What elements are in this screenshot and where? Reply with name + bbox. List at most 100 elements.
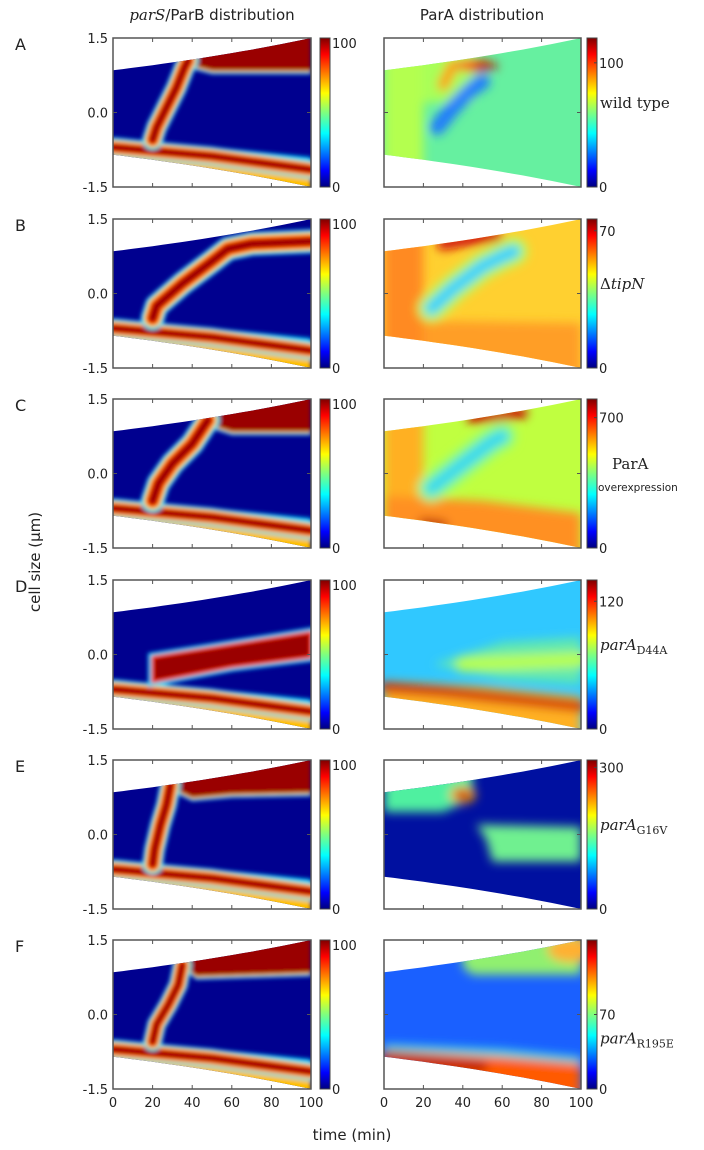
- colorbar-tick-label: 0: [599, 181, 607, 196]
- genotype-text: Δ: [600, 275, 611, 293]
- genotype-label: parAG16V: [600, 816, 668, 837]
- para-colorbar-B: 0 70: [586, 218, 616, 377]
- y-tick-label: -1.5: [83, 542, 108, 557]
- para-colorbar-E: 0 300: [586, 759, 624, 918]
- parb-heatmap-D: 1.5 0.0 -1.5: [83, 574, 312, 738]
- para-band: [455, 652, 581, 672]
- colorbar-gradient: [319, 218, 331, 369]
- panel-letter: B: [15, 216, 26, 235]
- para-band: [436, 228, 503, 251]
- panel-letter: F: [15, 937, 24, 956]
- para-band: [437, 59, 459, 91]
- x-tick-label: 60: [224, 1096, 241, 1111]
- para-region: [476, 824, 581, 862]
- genotype-subscript: D44A: [637, 644, 669, 657]
- para-colorbar-F: 0 70: [586, 939, 616, 1098]
- para-heatmap-D: [383, 579, 582, 730]
- para-region: [384, 399, 424, 548]
- segregating-band: [149, 781, 174, 868]
- colorbar-gradient: [586, 218, 598, 369]
- colorbar-tick-label: 100: [332, 398, 357, 413]
- panel-letter: A: [15, 35, 26, 54]
- panel-letter: D: [15, 577, 27, 596]
- segregating-band: [149, 57, 192, 144]
- para-band: [384, 1051, 488, 1072]
- x-tick-label: 20: [144, 1096, 161, 1111]
- genotype-label: ΔtipN: [600, 275, 645, 293]
- pole-band: [113, 505, 311, 534]
- para-colorbar-A: 0 100: [586, 37, 624, 196]
- parb-colorbar-F: 0 100: [319, 939, 357, 1098]
- pole-band: [113, 144, 311, 173]
- colorbar-gradient: [586, 579, 598, 730]
- colorbar-tick-label: 0: [332, 181, 340, 196]
- x-tick-label: 20: [415, 1096, 432, 1111]
- para-heatmap-A: [383, 37, 582, 188]
- para-band: [429, 74, 490, 135]
- y-tick-label: 0.0: [87, 1009, 108, 1024]
- colorbar-tick-label: 0: [599, 903, 607, 918]
- colorbar-gradient: [586, 398, 598, 549]
- y-tick-label: 0.0: [87, 649, 108, 664]
- colorbar-tick-label: 0: [332, 903, 340, 918]
- para-band: [418, 518, 448, 531]
- colorbar-tick-label: 100: [332, 579, 357, 594]
- genotype-label-line2: overexpression: [598, 482, 678, 494]
- x-tick-label: 40: [184, 1096, 201, 1111]
- panel-row-E: E 1.5 0.0 -1.5 0 100 0 300 parAG16V: [15, 754, 668, 918]
- colorbar-tick-label: 100: [332, 37, 357, 52]
- colorbar-tick-label: 100: [332, 939, 357, 954]
- segregating-wedge: [151, 630, 311, 684]
- x-tick-label: 100: [569, 1096, 594, 1111]
- y-tick-label: -1.5: [83, 1083, 108, 1098]
- colorbar-tick-label: 100: [332, 759, 357, 774]
- parb-colorbar-A: 0 100: [319, 37, 357, 196]
- panel-row-C: C 1.5 0.0 -1.5 0 100 0 700 ParA overexpression: [15, 393, 678, 557]
- y-tick-label: 1.5: [87, 213, 108, 228]
- y-tick-label: 1.5: [87, 393, 108, 408]
- colorbar-tick-label: 120: [599, 595, 624, 610]
- colorbar-tick-label: 0: [332, 542, 340, 557]
- y-tick-label: 1.5: [87, 32, 108, 47]
- para-band: [467, 407, 528, 424]
- parb-heatmap-B: 1.5 0.0 -1.5: [83, 213, 312, 377]
- para-region: [384, 38, 424, 187]
- y-tick-label: 1.5: [87, 934, 108, 949]
- y-tick-label: 1.5: [87, 754, 108, 769]
- y-tick-label: -1.5: [83, 362, 108, 377]
- y-tick-label: 0.0: [87, 288, 108, 303]
- y-axis-label: cell size (µm): [26, 512, 44, 612]
- genotype-label: parAR195E: [600, 1030, 674, 1051]
- parb-colorbar-B: 0 100: [319, 218, 357, 377]
- y-tick-label: -1.5: [83, 181, 108, 196]
- left-column-title: parS/ParB distribution: [129, 6, 294, 24]
- para-hotspot: [474, 62, 499, 70]
- colorbar-tick-label: 300: [599, 762, 624, 777]
- genotype-text: tipN: [611, 275, 645, 293]
- genotype-label: wild type: [600, 94, 670, 112]
- genotype-text: parA: [600, 1030, 637, 1048]
- y-tick-label: -1.5: [83, 903, 108, 918]
- parb-colorbar-E: 0 100: [319, 759, 357, 918]
- top-pole-core: [168, 760, 311, 798]
- x-tick-label: 0: [380, 1096, 388, 1111]
- genotype-text: parA: [600, 816, 637, 834]
- genotype-text: parA: [600, 636, 637, 654]
- pole-band: [113, 325, 311, 354]
- colorbar-gradient: [319, 579, 331, 730]
- para-band: [424, 244, 521, 316]
- genotype-text: wild type: [600, 94, 670, 112]
- colorbar-tick-label: 0: [599, 542, 607, 557]
- colorbar-gradient: [586, 37, 598, 188]
- colorbar-tick-label: 70: [599, 1009, 616, 1024]
- para-heatmap-C: [383, 398, 582, 549]
- parb-heatmap-A: 1.5 0.0 -1.5: [83, 32, 312, 196]
- para-colorbar-D: 0 120: [586, 579, 624, 738]
- genotype-label: ParA: [612, 455, 649, 473]
- colorbar-tick-label: 0: [332, 723, 340, 738]
- panel-row-B: B 1.5 0.0 -1.5 0 100 0 70 ΔtipN: [15, 213, 645, 377]
- parb-colorbar-C: 0 100: [319, 398, 357, 557]
- colorbar-tick-label: 100: [599, 57, 624, 72]
